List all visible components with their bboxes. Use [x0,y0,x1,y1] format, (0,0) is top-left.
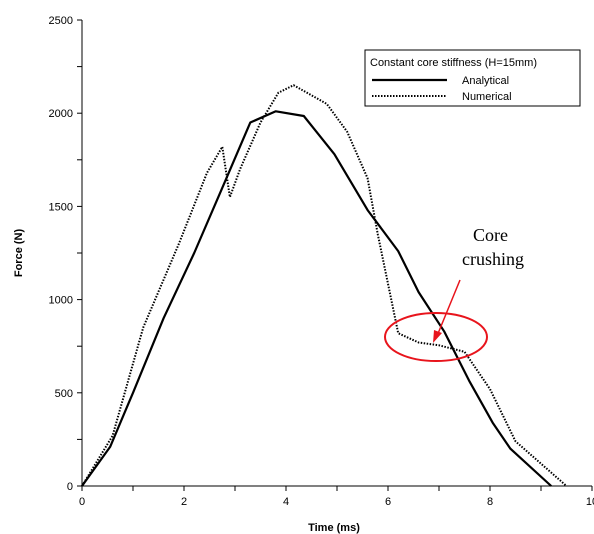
series-analytical-line [81,110,552,487]
y-axis-label: Force (N) [13,229,25,278]
x-tick-label: 6 [385,496,391,508]
annotation-line-1: Core [473,225,508,245]
x-tick-label: 0 [79,496,85,508]
legend-label-numerical: Numerical [462,91,512,103]
annotation-arrowhead [433,330,442,343]
x-axis-label: Time (ms) [308,522,360,534]
legend-box [364,49,581,107]
series [81,84,568,487]
legend-title: Constant core stiffness (H=15mm) [370,57,537,69]
ticks: 0 2 4 6 8 10 0 500 1000 1500 2000 2500 [49,15,594,508]
y-tick-label: 500 [55,388,73,400]
legend-label-analytical: Analytical [462,75,509,87]
x-tick-label: 2 [181,496,187,508]
annotation-line-2: crushing [462,249,524,269]
legend: Constant core stiffness (H=15mm) Analyti… [364,49,581,107]
x-tick-label: 10 [586,496,594,508]
y-tick-label: 1500 [49,201,73,213]
y-tick-label: 1000 [49,295,73,307]
annotation-arrow [436,279,461,337]
annotation-ellipse [384,312,488,362]
core-crushing-annotation: Core crushing [384,225,524,362]
y-tick-label: 0 [67,481,73,493]
y-tick-label: 2500 [49,15,73,27]
y-tick-label: 2000 [49,108,73,120]
x-tick-label: 8 [487,496,493,508]
x-tick-label: 4 [283,496,289,508]
series-numerical-line [81,84,568,487]
